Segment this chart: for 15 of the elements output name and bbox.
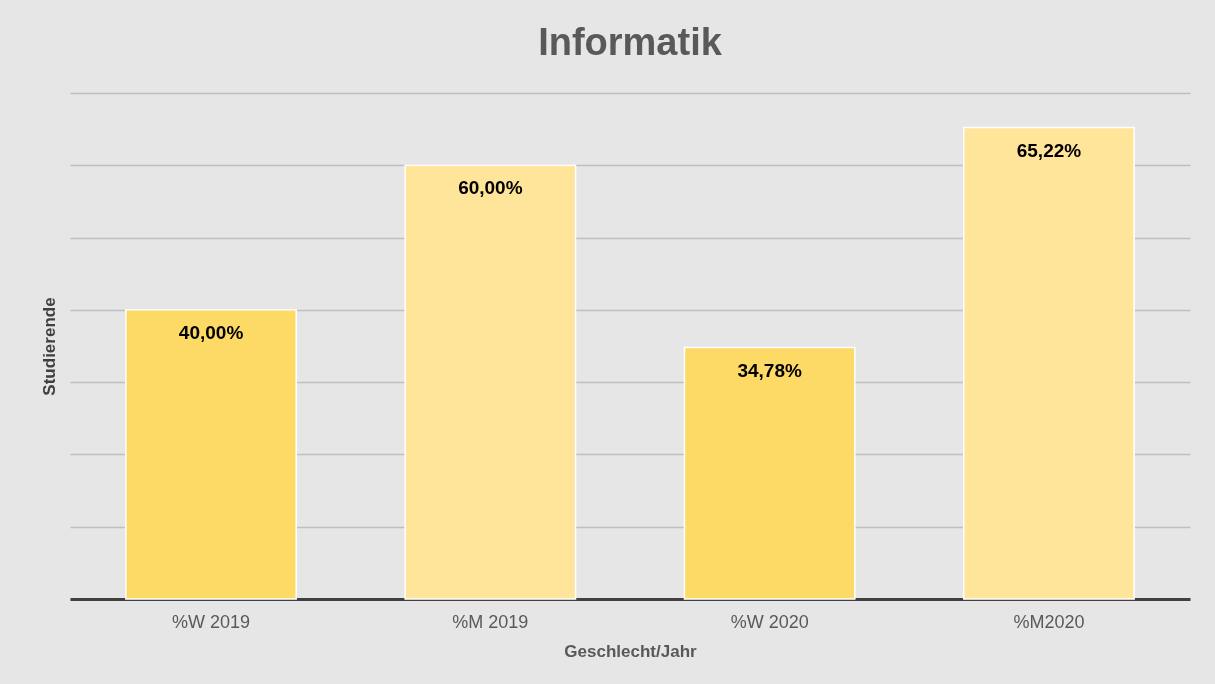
data-label: 34,78%: [737, 359, 802, 381]
x-tick-label: %W 2019: [172, 611, 251, 632]
x-tick-label: %W 2020: [730, 611, 809, 632]
bar: [125, 309, 297, 600]
data-label: 40,00%: [178, 321, 244, 343]
x-tick-label: %M 2019: [452, 611, 529, 632]
y-axis-title: Studierende: [39, 297, 59, 396]
bar: [683, 346, 856, 600]
data-label: 65,22%: [1016, 139, 1082, 161]
chart-title: Informatik: [538, 21, 723, 63]
x-axis-title: Geschlecht/Jahr: [564, 641, 698, 661]
data-label: 60,00%: [458, 177, 523, 199]
x-tick-label: %M2020: [1013, 611, 1085, 632]
bar: [404, 164, 577, 600]
bar: [963, 126, 1135, 600]
